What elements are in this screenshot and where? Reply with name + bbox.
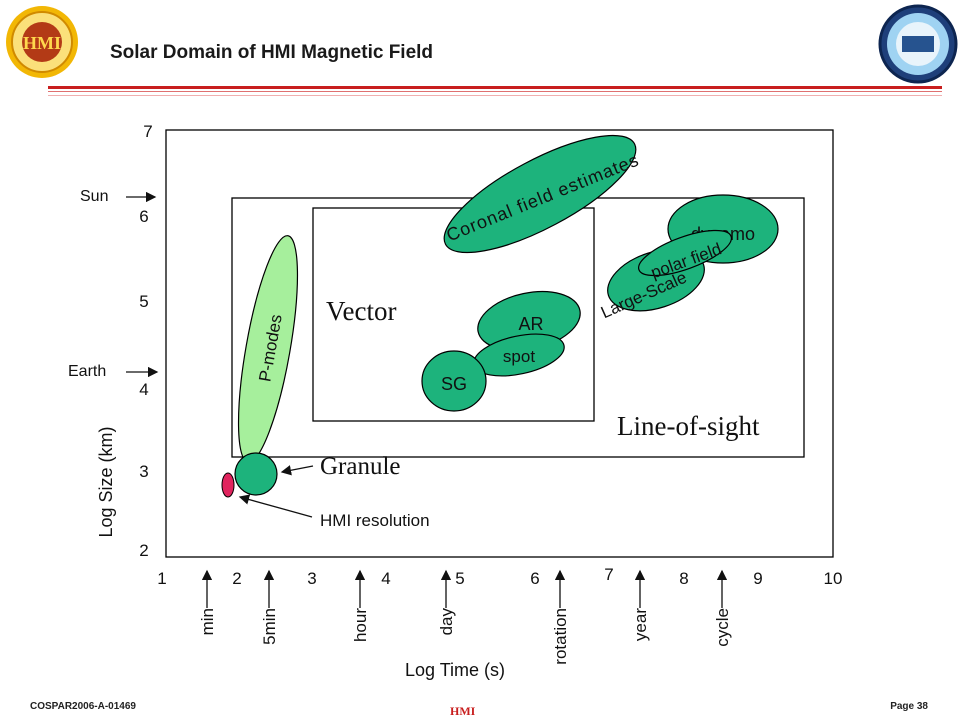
plot-frame <box>165 129 834 558</box>
time-label-5min: 5min <box>260 608 279 645</box>
vector-label: Vector <box>326 296 396 326</box>
hmi-logo-icon: HMI <box>6 6 78 78</box>
footer-logo-text: HMI <box>450 704 476 718</box>
x-tick-1: 1 <box>157 569 166 588</box>
granule-label: Granule <box>320 453 401 480</box>
x-tick-3: 3 <box>307 569 316 588</box>
x-tick-6: 6 <box>530 569 539 588</box>
header-rule <box>48 86 942 89</box>
y-axis-title: Log Size (km) <box>96 426 116 537</box>
hmi-resolution-mark <box>221 472 235 498</box>
vector-region <box>312 207 595 422</box>
y-tick-3: 3 <box>139 462 148 481</box>
time-markers <box>201 569 728 608</box>
hmi-resolution-label: HMI resolution <box>320 511 430 530</box>
x-tick-2: 2 <box>232 569 241 588</box>
footer-reference: COSPAR2006-A-01469 <box>30 701 136 712</box>
time-marker-labels: min 5min hour day rotation year cycle <box>198 608 732 665</box>
sg-ellipse <box>421 350 487 412</box>
spot-label: spot <box>503 347 535 366</box>
x-tick-10: 10 <box>824 569 843 588</box>
time-label-rotation: rotation <box>551 608 570 665</box>
sg-label: SG <box>441 374 467 394</box>
time-label-day: day <box>437 608 456 636</box>
x-axis-title: Log Time (s) <box>405 660 505 680</box>
y-tick-4: 4 <box>139 380 148 399</box>
polar-field-ellipse <box>638 229 732 277</box>
coronal-ellipse <box>443 134 637 254</box>
time-label-min: min <box>198 608 217 635</box>
page-number: Page 38 <box>890 701 928 712</box>
earth-marker-label: Earth <box>68 363 106 380</box>
x-tick-8: 8 <box>679 569 688 588</box>
x-tick-9: 9 <box>753 569 762 588</box>
sdo-logo-icon <box>878 4 958 84</box>
y-tick-5: 5 <box>139 292 148 311</box>
hmi-resolution-arrow <box>238 494 313 518</box>
y-tick-labels: 2 3 4 5 6 7 <box>139 122 152 560</box>
header-rule-thin <box>48 91 942 92</box>
x-tick-4: 4 <box>381 569 390 588</box>
ar-label: AR <box>518 314 543 334</box>
header-rule-faint <box>48 95 942 96</box>
x-tick-7: 7 <box>604 565 613 584</box>
time-label-cycle: cycle <box>713 608 732 647</box>
time-label-hour: hour <box>351 608 370 642</box>
x-tick-labels: 1 2 3 4 5 6 7 8 9 10 <box>157 565 842 588</box>
granule-circle <box>234 452 278 496</box>
granule-arrow <box>280 465 314 476</box>
time-label-year: year <box>631 608 650 641</box>
y-tick-2: 2 <box>139 541 148 560</box>
svg-text:HMI: HMI <box>23 33 61 53</box>
x-tick-5: 5 <box>455 569 464 588</box>
line-of-sight-label: Line-of-sight <box>617 411 760 441</box>
y-tick-6: 6 <box>139 207 148 226</box>
y-tick-7: 7 <box>143 122 152 141</box>
page-title: Solar Domain of HMI Magnetic Field <box>110 42 434 63</box>
sun-marker-label: Sun <box>80 188 108 205</box>
